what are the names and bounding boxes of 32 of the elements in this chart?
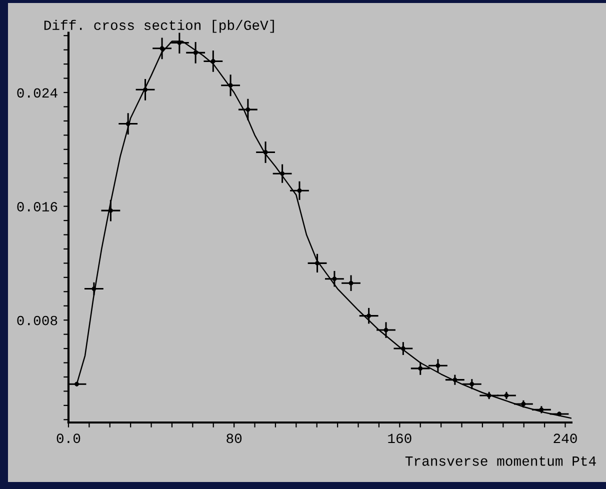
point — [246, 107, 250, 112]
point — [315, 260, 320, 266]
x-tick-label: 80 — [226, 434, 242, 444]
point — [452, 378, 458, 382]
point — [228, 83, 233, 88]
point — [108, 208, 113, 213]
point — [348, 280, 354, 286]
x-tick-label: 240 — [554, 434, 577, 444]
x-tick-label: 0.0 — [56, 434, 80, 444]
point — [436, 363, 440, 368]
point — [177, 40, 182, 45]
y-tick-label: 0.008 — [17, 316, 58, 326]
point — [160, 46, 164, 51]
point — [400, 346, 406, 351]
point — [210, 58, 216, 64]
y-tick-label: 0.016 — [17, 202, 58, 212]
point — [297, 188, 302, 193]
point — [263, 150, 268, 154]
point — [143, 87, 148, 92]
point — [193, 50, 198, 55]
point — [384, 328, 388, 332]
x-tick-label: 160 — [388, 434, 412, 444]
point — [418, 366, 423, 371]
point — [332, 276, 337, 282]
point — [470, 382, 474, 386]
y-tick-label: 0.024 — [17, 88, 58, 98]
point — [366, 314, 372, 318]
y-axis-title: Diff. cross section [pb/GeV] — [44, 20, 274, 33]
point — [92, 286, 96, 292]
x-axis-title: Transverse momentum Pt4 — [405, 456, 596, 466]
point — [280, 171, 285, 176]
point — [126, 122, 130, 126]
